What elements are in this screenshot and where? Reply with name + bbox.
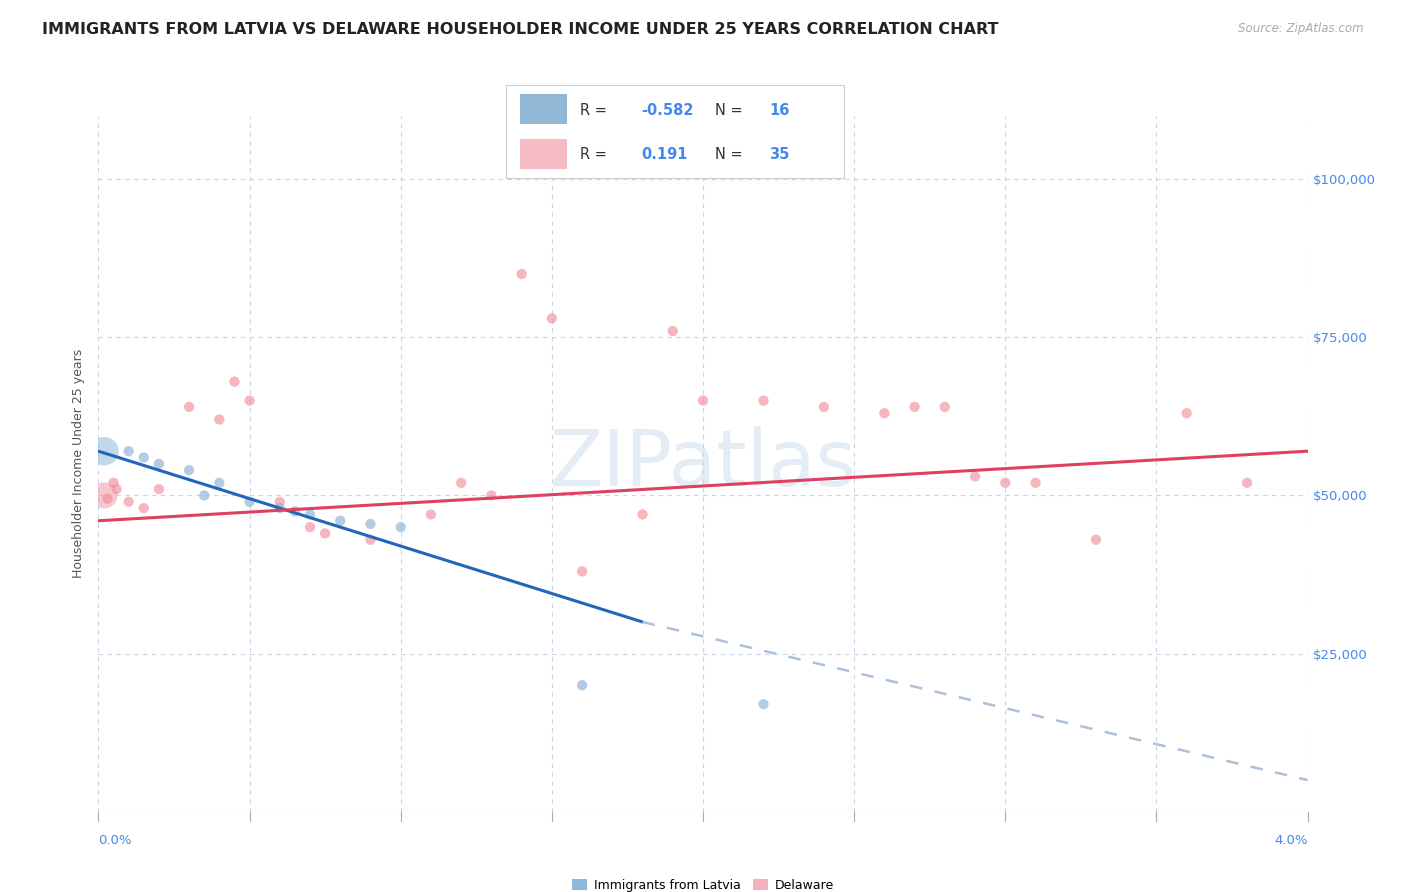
Point [329,514,352,528]
Point [96,491,118,506]
Point [994,475,1017,490]
Point [631,508,654,522]
Point [1085,533,1108,547]
Point [269,495,291,509]
Point [420,508,443,522]
Point [541,311,564,326]
Point [193,488,215,502]
Point [1236,475,1258,490]
Point [208,412,231,426]
Point [481,488,503,502]
Y-axis label: Householder Income Under 25 years: Householder Income Under 25 years [72,349,86,579]
Point [93,444,115,458]
Point [934,400,956,414]
Point [179,400,201,414]
Point [571,678,593,692]
Text: N =: N = [716,103,742,118]
Point [299,508,322,522]
Point [239,393,262,408]
Point [571,565,593,579]
Point [1025,475,1047,490]
Point [118,444,141,458]
Text: -0.582: -0.582 [641,103,693,118]
Point [284,504,307,518]
Text: Source: ZipAtlas.com: Source: ZipAtlas.com [1239,22,1364,36]
Point [450,475,472,490]
Text: 0.191: 0.191 [641,146,688,161]
Text: 16: 16 [769,103,790,118]
Point [224,375,246,389]
Point [93,488,115,502]
Point [118,495,141,509]
Point [965,469,987,483]
Point [662,324,685,338]
Text: IMMIGRANTS FROM LATVIA VS DELAWARE HOUSEHOLDER INCOME UNDER 25 YEARS CORRELATION: IMMIGRANTS FROM LATVIA VS DELAWARE HOUSE… [42,22,998,37]
Bar [520,139,567,169]
Point [813,400,835,414]
Text: ZIPatlas: ZIPatlas [550,425,856,502]
Point [179,463,201,477]
Text: 35: 35 [769,146,790,161]
Point [360,533,382,547]
Text: N =: N = [716,146,742,161]
Text: R =: R = [581,146,607,161]
Text: R =: R = [581,103,607,118]
Point [148,482,170,496]
Point [269,501,291,516]
Text: 0.0%: 0.0% [98,834,132,847]
Point [510,267,533,281]
Point [360,516,382,531]
Bar [520,95,567,124]
Point [314,526,336,541]
Point [148,457,170,471]
Point [132,450,155,465]
Point [692,393,714,408]
Point [389,520,412,534]
Text: 4.0%: 4.0% [1274,834,1308,847]
Point [132,501,155,516]
Point [752,697,775,711]
Point [1175,406,1198,420]
Point [105,482,128,496]
Legend: Immigrants from Latvia, Delaware: Immigrants from Latvia, Delaware [568,873,838,892]
Point [239,495,262,509]
Point [299,520,322,534]
Point [904,400,927,414]
Point [752,393,775,408]
Point [208,475,231,490]
Point [873,406,896,420]
Point [103,475,125,490]
